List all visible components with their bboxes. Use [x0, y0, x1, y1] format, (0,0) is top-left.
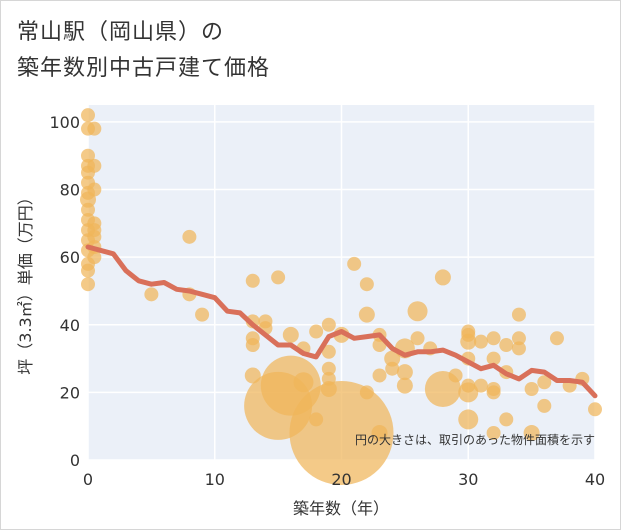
bubble-point [537, 398, 552, 413]
bubble-point [384, 350, 401, 367]
bubble-point [511, 331, 526, 346]
bubble-point [448, 368, 463, 383]
bubble-point [486, 351, 501, 366]
bubble-point [81, 148, 95, 163]
bubble-point [486, 385, 501, 400]
y-axis-label: 坪（3.3㎡）単価（万円） [16, 189, 35, 374]
bubble-point [511, 341, 526, 356]
bubble-point [87, 229, 102, 244]
size-legend-note: 円の大きさは、取引のあった物件面積を示す [355, 432, 595, 447]
y-tick-label: 0 [70, 451, 80, 470]
bubble-point [410, 331, 425, 346]
bubble-point [347, 256, 362, 271]
bubble-point [87, 182, 102, 197]
bubble-point [396, 377, 413, 394]
axis-ticks: 0 10 20 30 40 0 20 40 60 80 100 [49, 113, 605, 489]
bubble-point [460, 333, 477, 350]
bubble-point [524, 382, 539, 396]
bubble-point [511, 307, 526, 322]
chart-title: 常山駅（岡山県）の 築年数別中古戸建て価格 [17, 15, 270, 87]
bubble-point [523, 424, 540, 441]
bubble-point [359, 385, 374, 400]
bubble-point [321, 317, 336, 332]
bubble-point [358, 306, 375, 323]
bubble-point [309, 324, 324, 339]
bubble-point [549, 331, 564, 346]
y-tick-label: 60 [60, 248, 80, 267]
bubble-point [81, 263, 95, 278]
bubble-point [87, 250, 102, 265]
bubble-point [372, 368, 387, 383]
y-tick-label: 20 [60, 383, 80, 402]
bubble-series [80, 108, 602, 485]
x-tick-label: 0 [83, 470, 93, 489]
x-tick-label: 10 [205, 470, 225, 489]
y-tick-label: 80 [60, 181, 80, 200]
bubble-point [289, 380, 394, 485]
x-axis-label: 築年数（年） [293, 499, 389, 518]
bubble-point [271, 270, 286, 285]
bubble-point [458, 409, 479, 430]
bubble-point [537, 375, 552, 390]
bubble-point [81, 108, 95, 123]
bubble-point [87, 158, 102, 173]
y-tick-label: 100 [49, 113, 80, 132]
bubble-point [473, 334, 488, 349]
bubble-point [385, 361, 400, 376]
bubble-point [588, 402, 602, 417]
bubble-point [321, 344, 336, 359]
bubble-point [407, 301, 428, 322]
bubble-point [371, 424, 388, 441]
bubble-point [486, 425, 501, 440]
bubble-point [473, 378, 488, 393]
bubble-point [245, 273, 260, 288]
bubble-point [245, 338, 260, 353]
bubble-point [293, 372, 314, 393]
bubble-point [282, 326, 299, 343]
y-tick-label: 40 [60, 316, 80, 335]
bubble-point [87, 121, 102, 136]
bubble-point [499, 338, 514, 353]
bubble-point [182, 229, 197, 244]
bubble-point [499, 412, 514, 427]
bubble-point [195, 307, 210, 322]
chart-title-line1: 常山駅（岡山県）の [17, 20, 225, 45]
bubble-point [458, 382, 479, 403]
bubble-point [434, 269, 451, 286]
x-tick-label: 40 [585, 470, 605, 489]
bubble-point [486, 331, 501, 346]
x-tick-label: 30 [458, 470, 478, 489]
bubble-point [396, 364, 413, 381]
bubble-point [321, 361, 336, 376]
bubble-point [81, 202, 95, 217]
trend-line [85, 244, 598, 399]
bubble-point [359, 277, 374, 292]
bubble-point [144, 287, 159, 302]
chart-title-line2: 築年数別中古戸建て価格 [17, 56, 271, 81]
x-tick-label: 20 [331, 470, 351, 489]
bubble-point [81, 277, 95, 292]
